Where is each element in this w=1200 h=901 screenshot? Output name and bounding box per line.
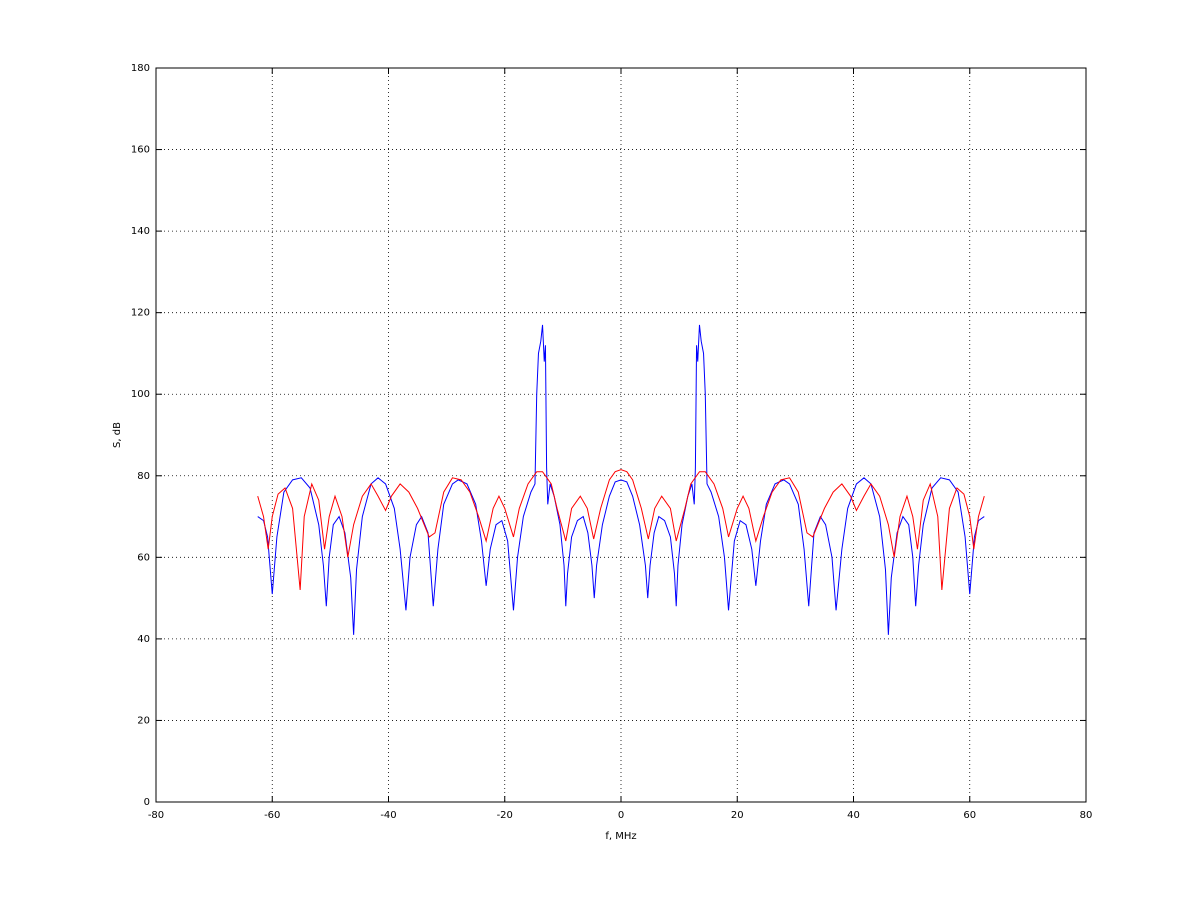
- y-tick-label: 60: [137, 552, 150, 563]
- y-tick-label: 160: [131, 145, 150, 156]
- x-tick-label: 40: [847, 810, 860, 821]
- x-tick-label: -60: [264, 810, 280, 821]
- y-tick-label: 140: [131, 226, 150, 237]
- y-tick-label: 0: [144, 797, 150, 808]
- x-tick-label: 60: [963, 810, 976, 821]
- plot-frame: [155, 67, 1087, 803]
- x-tick-label: 0: [618, 810, 624, 821]
- x-tick-label: 80: [1080, 810, 1093, 821]
- x-tick-label: -20: [497, 810, 513, 821]
- y-axis-label: S, dB: [112, 422, 123, 448]
- series-line: [257, 469, 985, 591]
- y-tick-label: 100: [131, 389, 150, 400]
- series-line: [257, 324, 985, 635]
- y-tick-label: 120: [131, 308, 150, 319]
- x-tick-label: 20: [731, 810, 744, 821]
- y-tick-label: 80: [137, 471, 150, 482]
- x-tick-label: -80: [148, 810, 164, 821]
- x-tick-label: -40: [380, 810, 396, 821]
- y-tick-label: 20: [137, 715, 150, 726]
- y-tick-label: 180: [131, 63, 150, 74]
- x-axis-label: f, MHz: [605, 831, 636, 842]
- y-tick-label: 40: [137, 634, 150, 645]
